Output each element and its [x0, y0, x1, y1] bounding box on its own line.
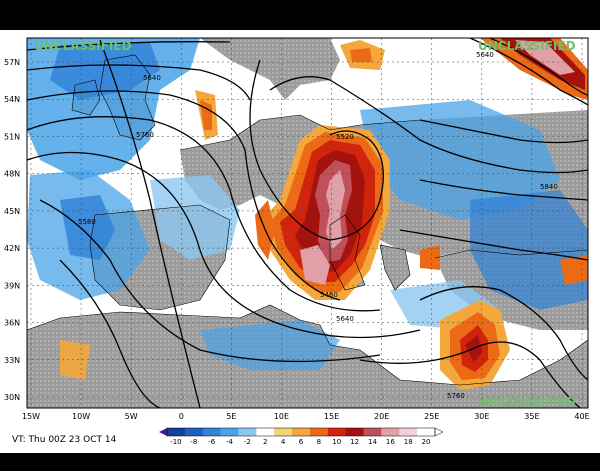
classification-top-left: UNCLASSIFIED [34, 39, 132, 53]
colorbar-tick-label: -10 [170, 438, 181, 446]
latitude-label: 54N [4, 95, 20, 104]
colorbar-swatch [309, 428, 329, 436]
colorbar-swatch [363, 428, 382, 436]
longitude-labels: 15W 10W 5W 0 5E 10E 15E 20E 25E 30E 35E 40E [22, 412, 590, 421]
latitude-label: 42N [4, 244, 20, 253]
latitude-label: 51N [4, 132, 20, 141]
coastlines [27, 54, 588, 386]
height-contours [27, 38, 588, 408]
colorbar-swatch [327, 428, 346, 436]
longitude-label: 5W [125, 412, 138, 421]
classification-top-right: UNCLASSIFIED [478, 39, 576, 53]
contour-label: 5640 [143, 74, 161, 82]
bottom-bar [0, 453, 600, 471]
colorbar-swatch [274, 428, 293, 436]
graticule [27, 38, 588, 408]
colorbar-tick-label: 16 [386, 438, 395, 446]
contour-label: 5840 [540, 183, 558, 191]
longitude-label: 20E [374, 412, 389, 421]
latitude-label: 57N [4, 58, 20, 67]
colorbar-swatch [167, 428, 186, 436]
contour-label: 5580 [78, 218, 96, 226]
colorbar-tick-label: 6 [299, 438, 304, 446]
longitude-label: 0 [179, 412, 184, 421]
colorbar-swatch [238, 428, 257, 436]
colorbar-outline [166, 427, 436, 437]
latitude-label: 39N [4, 281, 20, 290]
latitude-label: 33N [4, 356, 20, 365]
colorbar-swatch [184, 428, 204, 436]
longitude-label: 5E [226, 412, 236, 421]
latitude-label: 48N [4, 170, 20, 179]
colorbar-swatch [345, 428, 364, 436]
colorbar-tick-label: -6 [208, 438, 216, 446]
colorbar-tick-label: -8 [190, 438, 197, 446]
longitude-label: 10E [274, 412, 289, 421]
longitude-label: 10W [72, 412, 90, 421]
colorbar-swatch [381, 428, 400, 436]
colorbar-tick-label: -4 [226, 438, 234, 446]
contour-labels: 5640 5760 5520 5840 5580 5640 5460 5640 … [78, 51, 558, 400]
longitude-label: 15W [22, 412, 40, 421]
colorbar-swatch [292, 428, 311, 436]
latitude-label: 36N [4, 319, 20, 328]
colorbar-tick-label: 18 [404, 438, 413, 446]
longitude-label: 35E [524, 412, 539, 421]
colorbar-tick-label: 8 [317, 438, 321, 446]
longitude-label: 25E [424, 412, 439, 421]
colorbar-tick-label: 10 [332, 438, 341, 446]
contour-label: 5640 [336, 315, 354, 323]
colorbar-swatch [202, 428, 221, 436]
latitude-label: 30N [4, 393, 20, 402]
contour-label: 5760 [447, 392, 465, 400]
contour-label: 5460 [320, 291, 338, 299]
latitude-label: 45N [4, 207, 20, 216]
contour-label: 5760 [136, 131, 154, 139]
valid-time: VT: Thu 00Z 23 OCT 14 [12, 435, 117, 445]
classification-bottom-right: UNCLASSIFIED [478, 395, 576, 409]
colorbar-tick-label: 12 [350, 438, 359, 446]
colorbar-tick-label: 20 [422, 438, 431, 446]
longitude-label: 15E [324, 412, 339, 421]
colorbar-swatch [417, 428, 436, 436]
longitude-label: 30E [474, 412, 489, 421]
colorbar-tick-label: 14 [368, 438, 377, 446]
colorbar-tick-label: 4 [281, 438, 286, 446]
top-bar [0, 0, 600, 30]
contour-label: 5640 [476, 51, 494, 59]
latitude-labels: 57N 54N 51N 48N 45N 42N 39N 36N 33N 30N [4, 58, 20, 402]
colorbar-swatch [399, 428, 418, 436]
longitude-label: 40E [574, 412, 589, 421]
colorbar-tick-label: -2 [244, 438, 251, 446]
colorbar-tick-label: 2 [263, 438, 267, 446]
colorbar-arrow-right [434, 427, 444, 437]
contour-label: 5520 [336, 133, 354, 141]
colorbar: -10 -8 -6 -4 -2 2 4 6 8 10 12 14 16 18 20 [159, 427, 444, 446]
colorbar-arrow-left [159, 428, 167, 436]
map-border [26, 37, 589, 409]
colorbar-swatch [256, 428, 275, 436]
colorbar-swatch [220, 428, 239, 436]
